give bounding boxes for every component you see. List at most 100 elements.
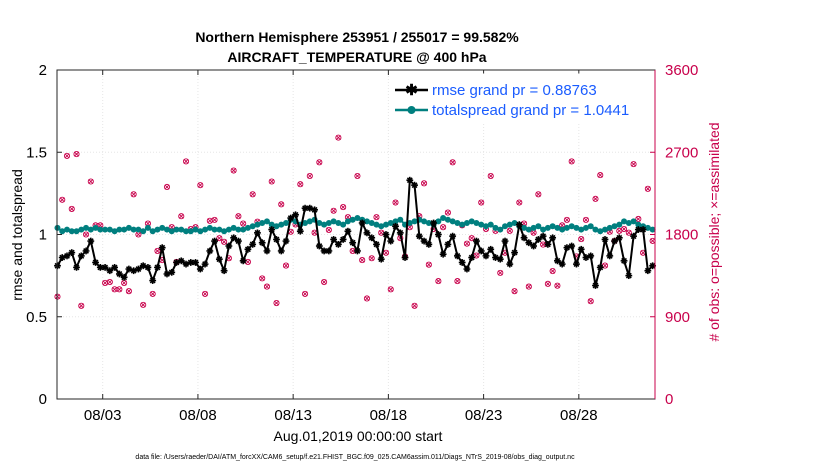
- data-point: [621, 218, 628, 225]
- data-point: [230, 234, 238, 242]
- data-point: [244, 245, 252, 253]
- y-tick-label: 1: [39, 227, 47, 244]
- data-point: [506, 221, 513, 228]
- data-point: [449, 218, 456, 225]
- obs-count-point: [273, 299, 280, 307]
- data-point: [530, 224, 537, 231]
- data-point: [397, 216, 404, 223]
- data-point: [344, 218, 351, 225]
- data-point: [211, 237, 218, 245]
- data-point: [396, 229, 404, 237]
- data-point: [611, 237, 618, 245]
- data-point: [521, 224, 528, 231]
- data-point: [187, 259, 195, 266]
- obs-count-point: [335, 134, 342, 141]
- data-point: [287, 214, 295, 222]
- obs-count-point: [444, 209, 451, 216]
- data-point: [573, 224, 580, 231]
- data-point: [563, 224, 570, 231]
- data-point: [458, 259, 466, 266]
- chart-title-line2: AIRCRAFT_TEMPERATURE @ 400 hPa: [227, 49, 486, 65]
- data-point: [635, 221, 642, 228]
- obs-count-point: [387, 286, 394, 293]
- data-point: [168, 228, 175, 235]
- data-point: [192, 226, 199, 233]
- data-point: [520, 234, 528, 242]
- data-point: [511, 249, 518, 256]
- obs-count-point: [130, 191, 137, 198]
- data-point: [268, 221, 275, 228]
- data-point: [468, 218, 475, 225]
- data-point: [454, 252, 461, 260]
- x-tick-label: 08/23: [465, 407, 503, 424]
- data-point: [330, 236, 338, 243]
- data-point: [68, 228, 75, 235]
- obs-count-point: [178, 213, 185, 220]
- data-point: [630, 218, 637, 225]
- obs-count-point: [578, 236, 585, 243]
- obs-count-point: [263, 283, 271, 290]
- data-point: [525, 226, 532, 233]
- data-point: [620, 257, 628, 265]
- data-point: [283, 219, 290, 226]
- legend: ✱ rmse grand pr = 0.88763 totalspread gr…: [391, 73, 655, 123]
- obs-count-point: [392, 199, 399, 206]
- data-point: [602, 226, 609, 233]
- data-point: [125, 224, 132, 231]
- obs-count-point: [440, 224, 447, 231]
- data-point: [573, 260, 580, 268]
- data-point: [111, 228, 118, 235]
- data-point: [496, 255, 504, 263]
- data-point: [549, 234, 557, 242]
- data-point: [258, 239, 266, 247]
- data-point: [534, 236, 542, 243]
- data-point: [183, 228, 190, 235]
- obs-count-point: [463, 240, 470, 247]
- obs-count-point: [487, 172, 494, 180]
- data-point: [192, 259, 199, 266]
- data-point: [116, 226, 123, 233]
- obs-count-point: [368, 255, 375, 262]
- data-point: [525, 239, 533, 247]
- obs-count-point: [268, 178, 275, 185]
- obs-count-point: [278, 201, 285, 208]
- data-point: [596, 264, 604, 271]
- data-point: [106, 226, 113, 233]
- x-tick-label: 08/28: [560, 407, 598, 424]
- data-point: [559, 226, 566, 233]
- obs-count-point: [73, 151, 80, 158]
- y-tick-label: 2: [39, 62, 47, 79]
- data-point: [358, 219, 366, 227]
- data-point: [63, 252, 71, 260]
- obs-count-point: [221, 238, 228, 245]
- data-point: [225, 226, 232, 233]
- data-point: [406, 219, 413, 226]
- data-point: [339, 236, 347, 243]
- data-point: [392, 218, 399, 225]
- obs-count-point: [554, 282, 561, 289]
- obs-count-point: [478, 199, 485, 206]
- data-point: [63, 226, 70, 233]
- y-right-tick-label: 1800: [665, 227, 698, 244]
- obs-count-point: [592, 195, 599, 202]
- data-point: [135, 265, 142, 273]
- data-point: [578, 226, 585, 233]
- data-point: [368, 234, 376, 242]
- obs-count-point: [235, 213, 242, 220]
- obs-count-point: [259, 275, 266, 282]
- data-point: [344, 227, 352, 235]
- data-point: [415, 232, 423, 240]
- obs-count-point: [302, 290, 309, 297]
- obs-count-point: [330, 207, 337, 214]
- data-point: [140, 228, 147, 235]
- obs-count-point: [78, 302, 85, 309]
- data-point: [277, 247, 285, 255]
- data-point: [87, 237, 95, 245]
- obs-count-point: [497, 269, 504, 276]
- obs-count-point: [82, 231, 90, 238]
- data-point: [334, 240, 342, 248]
- y-right-tick-label: 0: [665, 391, 673, 408]
- data-point: [106, 267, 114, 275]
- obs-count-point: [454, 278, 461, 285]
